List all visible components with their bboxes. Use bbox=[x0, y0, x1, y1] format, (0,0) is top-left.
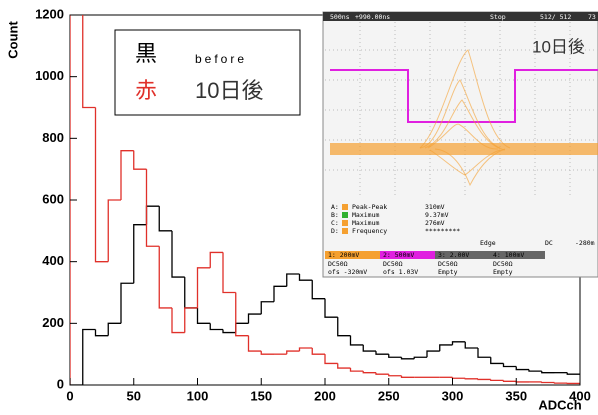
y-tick-label: 1000 bbox=[35, 68, 64, 83]
meas-text: B: bbox=[331, 211, 339, 219]
meas-text: D: bbox=[331, 227, 339, 235]
y-tick-label: 800 bbox=[42, 130, 64, 145]
header-text: 73 bbox=[588, 13, 596, 21]
meas-text: A: bbox=[331, 203, 339, 211]
meas-text: 276mV bbox=[425, 219, 445, 227]
x-tick-label: 300 bbox=[442, 388, 464, 403]
meas-text: Frequency bbox=[352, 227, 387, 235]
header-text: +990.00ns bbox=[355, 13, 390, 21]
x-tick-label: 0 bbox=[66, 388, 73, 403]
trigger-text: Edge bbox=[480, 239, 496, 247]
y-axis-label: Count bbox=[5, 21, 20, 59]
meas-text: C: bbox=[331, 219, 339, 227]
histogram-step bbox=[555, 383, 568, 384]
y-tick-label: 0 bbox=[57, 376, 64, 391]
channel-text: 1: 200mV bbox=[328, 251, 359, 259]
meas-text: 310mV bbox=[425, 203, 445, 211]
legend-marker: 黒 bbox=[135, 41, 157, 66]
oscilloscope-inset: 500ns +990.00ns Stop 512/ 512 73 10日後 A:… bbox=[323, 12, 598, 277]
channel-text: ofs 1.03V bbox=[383, 268, 418, 276]
legend: 黒 before 赤 10日後 bbox=[115, 30, 300, 115]
inset-label: 10日後 bbox=[532, 37, 585, 56]
trigger-text: DC bbox=[545, 239, 553, 247]
x-tick-label: 350 bbox=[505, 388, 527, 403]
header-text: 500ns bbox=[330, 13, 350, 21]
x-tick-label: 100 bbox=[187, 388, 209, 403]
trigger-text: -280m bbox=[575, 239, 595, 247]
meas-badge bbox=[342, 204, 348, 210]
header-text: Stop bbox=[490, 13, 506, 21]
channel-text: DC50Ω bbox=[328, 260, 348, 268]
meas-text: Peak-Peak bbox=[352, 203, 387, 211]
channel-text: DC50Ω bbox=[383, 260, 403, 268]
legend-marker: 赤 bbox=[135, 78, 157, 103]
channel-text: Empty bbox=[493, 268, 513, 276]
legend-label: before bbox=[195, 52, 247, 66]
y-tick-label: 200 bbox=[42, 315, 64, 330]
meas-badge bbox=[342, 220, 348, 226]
channel-text: 3: 2.00V bbox=[438, 251, 469, 259]
meas-badge bbox=[342, 228, 348, 234]
y-tick-label: 1200 bbox=[35, 6, 64, 21]
histogram-step bbox=[478, 379, 491, 380]
histogram-step bbox=[465, 378, 478, 379]
channel-text: Empty bbox=[438, 268, 458, 276]
x-tick-label: 400 bbox=[569, 388, 591, 403]
meas-text: ********* bbox=[425, 227, 460, 235]
chart: Count ADCch 黒 before 赤 10日後 500ns +990.0… bbox=[0, 0, 598, 415]
histogram-step bbox=[516, 381, 529, 382]
channel-text: 2: 500mV bbox=[383, 251, 414, 259]
x-tick-label: 200 bbox=[314, 388, 336, 403]
y-tick-label: 400 bbox=[42, 253, 64, 268]
channel-text: DC50Ω bbox=[438, 260, 458, 268]
meas-text: 9.37mV bbox=[425, 211, 449, 219]
meas-text: Maximum bbox=[352, 211, 379, 219]
histogram-step bbox=[542, 382, 555, 383]
channel-text: ofs -320mV bbox=[328, 268, 367, 276]
x-tick-label: 250 bbox=[378, 388, 400, 403]
channel-text: 4: 100mV bbox=[493, 251, 524, 259]
meas-badge bbox=[342, 212, 348, 218]
header-text: 512/ 512 bbox=[540, 13, 571, 21]
meas-text: Maximum bbox=[352, 219, 379, 227]
channel-text: DC50Ω bbox=[493, 260, 513, 268]
x-tick-label: 150 bbox=[250, 388, 272, 403]
legend-label: 10日後 bbox=[195, 78, 263, 103]
y-tick-label: 600 bbox=[42, 191, 64, 206]
x-tick-label: 50 bbox=[127, 388, 141, 403]
